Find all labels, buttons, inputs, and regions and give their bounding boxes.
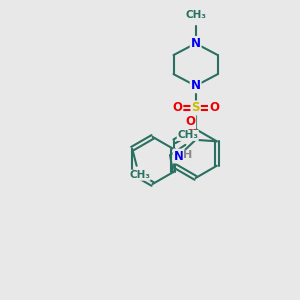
Text: CH₃: CH₃	[185, 10, 206, 20]
Text: N: N	[190, 79, 201, 92]
Text: O: O	[209, 101, 219, 114]
Text: H: H	[183, 150, 193, 161]
Text: N: N	[173, 149, 184, 163]
Text: O: O	[185, 115, 195, 128]
Text: CH₃: CH₃	[177, 130, 198, 140]
Text: N: N	[190, 37, 201, 50]
Text: CH₃: CH₃	[129, 170, 150, 180]
Text: O: O	[172, 101, 182, 114]
Text: S: S	[191, 101, 200, 114]
